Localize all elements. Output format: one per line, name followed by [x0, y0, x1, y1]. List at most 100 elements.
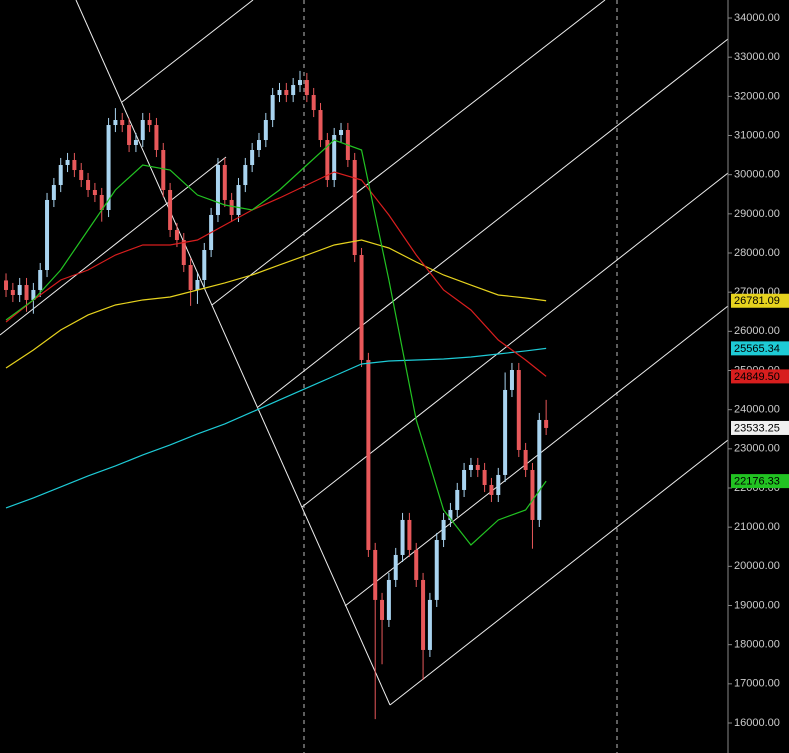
candle-body — [434, 539, 439, 600]
candle-body — [263, 120, 268, 141]
candle-body — [448, 509, 453, 520]
drawing-tools — [0, 0, 729, 706]
candle-body — [127, 125, 132, 145]
candle-body — [133, 140, 138, 145]
price-label-box — [731, 341, 789, 356]
candle-body — [544, 419, 549, 428]
candle-body — [441, 519, 446, 540]
candle-body — [468, 464, 473, 470]
price-label: 24849.50 — [734, 371, 780, 383]
y-tick-label: 29000.00 — [734, 208, 780, 220]
price-label: 26781.09 — [734, 295, 780, 307]
candle-body — [17, 285, 22, 295]
candle-body — [414, 549, 419, 580]
candle-body — [140, 120, 145, 141]
candle-body — [393, 554, 398, 580]
candle-body — [174, 229, 179, 241]
price-label-box — [731, 369, 789, 384]
candle-body — [496, 474, 501, 495]
candle-body — [291, 85, 296, 96]
channel-line — [301, 172, 729, 508]
channel-line — [121, 0, 254, 103]
candle-body — [256, 140, 261, 151]
y-tick-label: 26000.00 — [734, 325, 780, 337]
candle-body — [311, 95, 316, 111]
y-tick-label: 16000.00 — [734, 717, 780, 729]
price-label-box — [731, 474, 789, 489]
candle-body — [106, 125, 111, 211]
candle-body — [188, 264, 193, 290]
price-label: 23533.25 — [734, 422, 780, 434]
candle-body — [120, 120, 125, 126]
candle-body — [359, 255, 364, 360]
candle-body — [202, 249, 207, 280]
candle-body — [332, 135, 337, 181]
candle-body — [86, 180, 91, 190]
channel-line — [257, 38, 729, 408]
moving-average-line — [5, 347, 547, 509]
candle-body — [407, 519, 412, 550]
candle-body — [168, 189, 173, 230]
candle-body — [475, 464, 480, 470]
candle-body — [250, 150, 255, 166]
candle-body — [523, 449, 528, 470]
candle-body — [65, 159, 70, 166]
moving-average-line — [5, 239, 547, 369]
candle-body — [400, 519, 405, 555]
period-separators — [303, 0, 618, 753]
candle-body — [462, 469, 467, 490]
candle-body — [4, 280, 9, 290]
moving-average-line — [5, 171, 547, 377]
candle-body — [38, 270, 43, 290]
y-tick-label: 24000.00 — [734, 404, 780, 416]
candle-body — [215, 165, 220, 215]
y-tick-label: 34000.00 — [734, 12, 780, 24]
candle-body — [277, 90, 282, 96]
y-tick-label: 18000.00 — [734, 639, 780, 651]
candle-body — [386, 579, 391, 620]
price-label: 22176.33 — [734, 476, 780, 488]
candle-body — [58, 165, 63, 186]
candle-body — [161, 150, 166, 190]
candle-body — [325, 140, 330, 181]
candle-body — [195, 279, 200, 290]
candle-body — [270, 95, 275, 121]
y-tick-label: 17000.00 — [734, 678, 780, 690]
candle-body — [10, 289, 15, 295]
candle-body — [489, 484, 494, 495]
candle-body — [147, 120, 152, 126]
candle-body — [482, 469, 487, 485]
candle-body — [284, 90, 289, 96]
y-tick-label: 21000.00 — [734, 521, 780, 533]
candle-body — [79, 170, 84, 181]
candle-body — [530, 469, 535, 520]
candle-body — [72, 159, 77, 171]
candle-body — [92, 189, 97, 196]
y-tick-label: 33000.00 — [734, 51, 780, 63]
candle-body — [298, 80, 303, 86]
candle-body — [516, 369, 521, 450]
candle-body — [181, 240, 186, 265]
moving-average-line — [5, 139, 547, 546]
candle-body — [339, 129, 344, 136]
channel-line — [211, 0, 606, 306]
candle-body — [455, 489, 460, 510]
trend-line — [75, 0, 391, 706]
candle-body — [236, 185, 241, 215]
y-tick-label: 30000.00 — [734, 169, 780, 181]
candle-body — [45, 199, 50, 271]
candle-body — [51, 185, 56, 200]
candles — [4, 70, 549, 720]
candle-body — [31, 289, 36, 300]
y-tick-label: 19000.00 — [734, 599, 780, 611]
price-label-box — [731, 420, 789, 435]
y-tick-label: 28000.00 — [734, 247, 780, 259]
y-tick-label: 23000.00 — [734, 443, 780, 455]
candle-body — [304, 80, 309, 96]
candle-body — [229, 199, 234, 215]
channel-line — [344, 305, 729, 607]
candle-body — [113, 120, 118, 126]
candle-body — [366, 359, 371, 550]
